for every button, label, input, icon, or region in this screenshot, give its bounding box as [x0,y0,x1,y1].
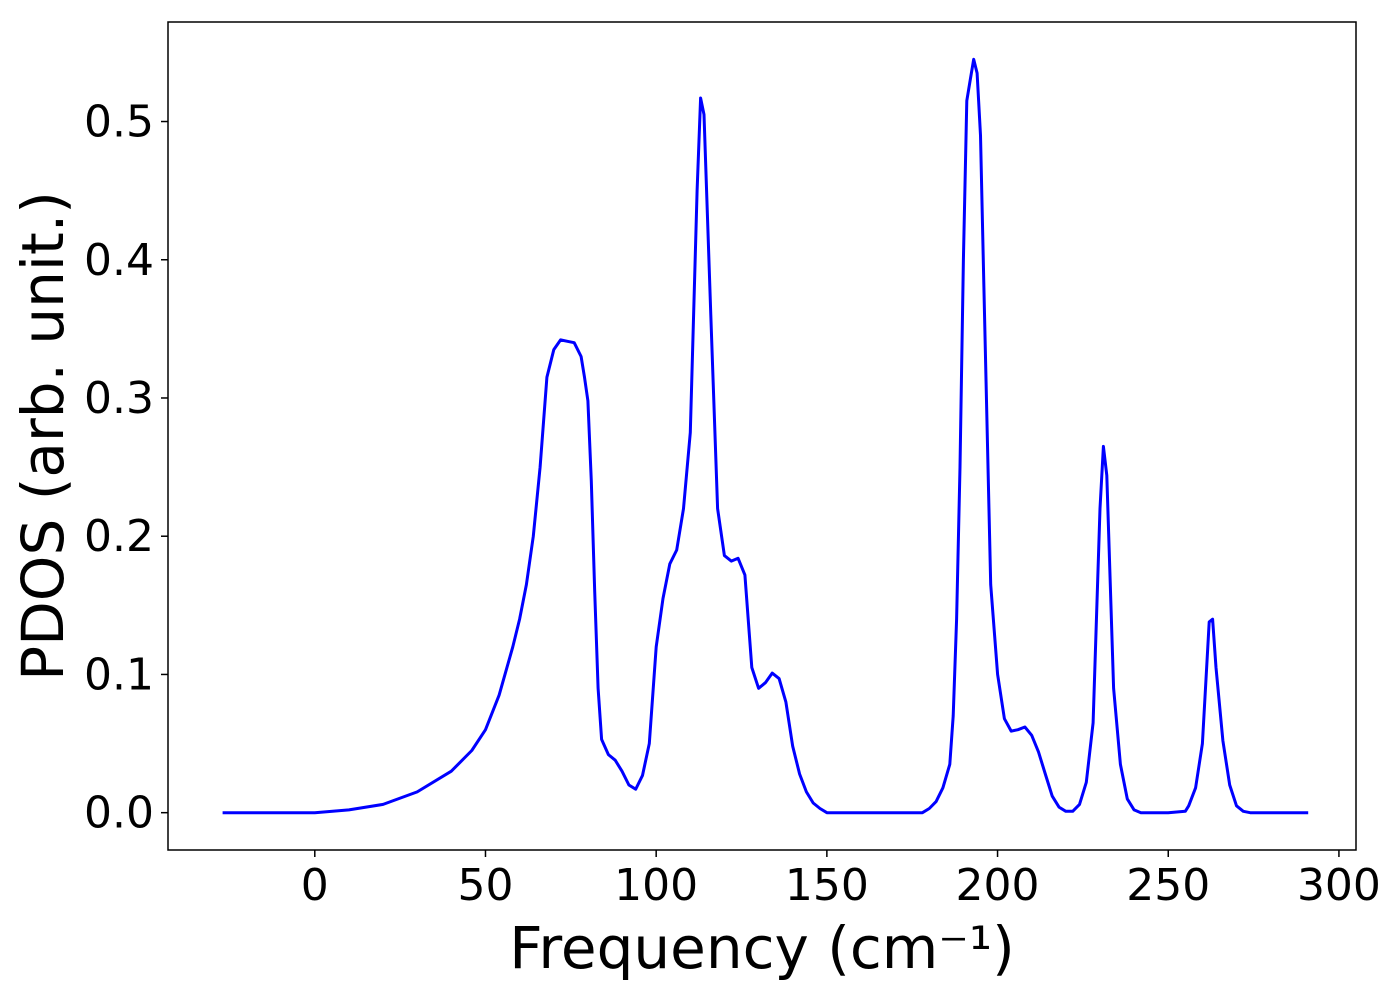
plot-area [222,57,1309,815]
y-tick-label: 0.0 [84,788,154,839]
y-tick-label: 0.4 [84,235,154,286]
x-tick-label: 50 [457,860,513,911]
x-axis-ticks: 0 50 100 150 200 250 300 [301,850,1381,911]
x-tick-label: 200 [956,860,1040,911]
y-tick-label: 0.5 [84,97,154,148]
x-tick-label: 300 [1297,860,1381,911]
y-axis-ticks: 0.0 0.1 0.2 0.3 0.4 0.5 [84,97,168,839]
y-axis-label: PDOS (arb. unit.) [9,191,77,681]
y-tick-label: 0.3 [84,373,154,424]
x-tick-label: 100 [614,860,698,911]
x-tick-label: 250 [1126,860,1210,911]
x-tick-label: 0 [301,860,329,911]
axes-frame [167,21,1357,851]
y-tick-label: 0.2 [84,511,154,562]
pdos-series-line [222,57,1309,815]
x-axis-label: Frequency (cm⁻¹) [509,914,1015,982]
x-tick-label: 150 [785,860,869,911]
y-tick-label: 0.1 [84,649,154,700]
